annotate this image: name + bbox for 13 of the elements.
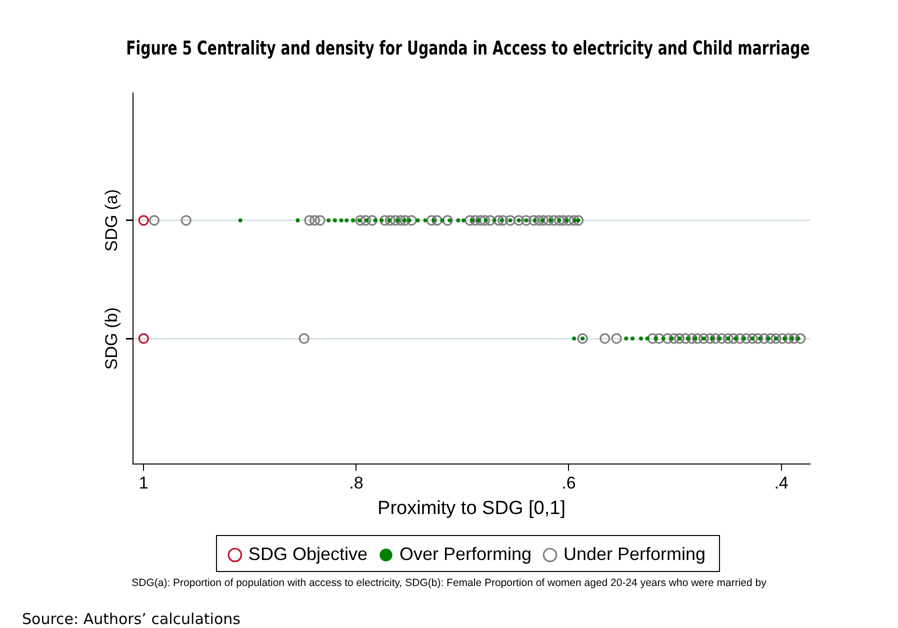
chart-title: Figure 5 Centrality and density for Uganda in Access to electricity and Child marriage <box>126 36 810 59</box>
x-tick-label: .6 <box>562 474 576 493</box>
x-axis-title: Proximity to SDG [0,1] <box>378 498 566 519</box>
x-tick-label: 1 <box>138 474 148 493</box>
source-note: Source: Authors’ calculations <box>22 610 240 628</box>
legend-label: SDG Objective <box>248 544 368 564</box>
legend-label: Over Performing <box>399 544 532 564</box>
y-tick-label: SDG (b) <box>102 307 122 370</box>
x-tick-label: .4 <box>774 474 788 493</box>
y-tick-label: SDG (a) <box>102 189 122 252</box>
text: SDG(a): Proportion of population with access to electricity, SDG(b): Female Proportion of women aged 20-24 years who were married by <box>130 577 768 589</box>
x-tick-label: .8 <box>349 474 364 493</box>
legend-label: Under Performing <box>564 544 706 564</box>
